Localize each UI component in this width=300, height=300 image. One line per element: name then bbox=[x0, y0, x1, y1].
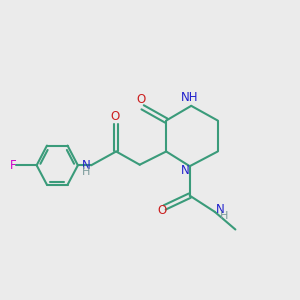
Text: O: O bbox=[157, 204, 167, 217]
Text: O: O bbox=[110, 110, 119, 123]
Text: O: O bbox=[136, 93, 146, 106]
Text: H: H bbox=[219, 211, 228, 221]
Text: N: N bbox=[81, 159, 90, 172]
Text: NH: NH bbox=[181, 91, 199, 104]
Text: N: N bbox=[181, 164, 190, 177]
Text: F: F bbox=[10, 159, 16, 172]
Text: N: N bbox=[216, 203, 225, 216]
Text: H: H bbox=[82, 167, 90, 177]
